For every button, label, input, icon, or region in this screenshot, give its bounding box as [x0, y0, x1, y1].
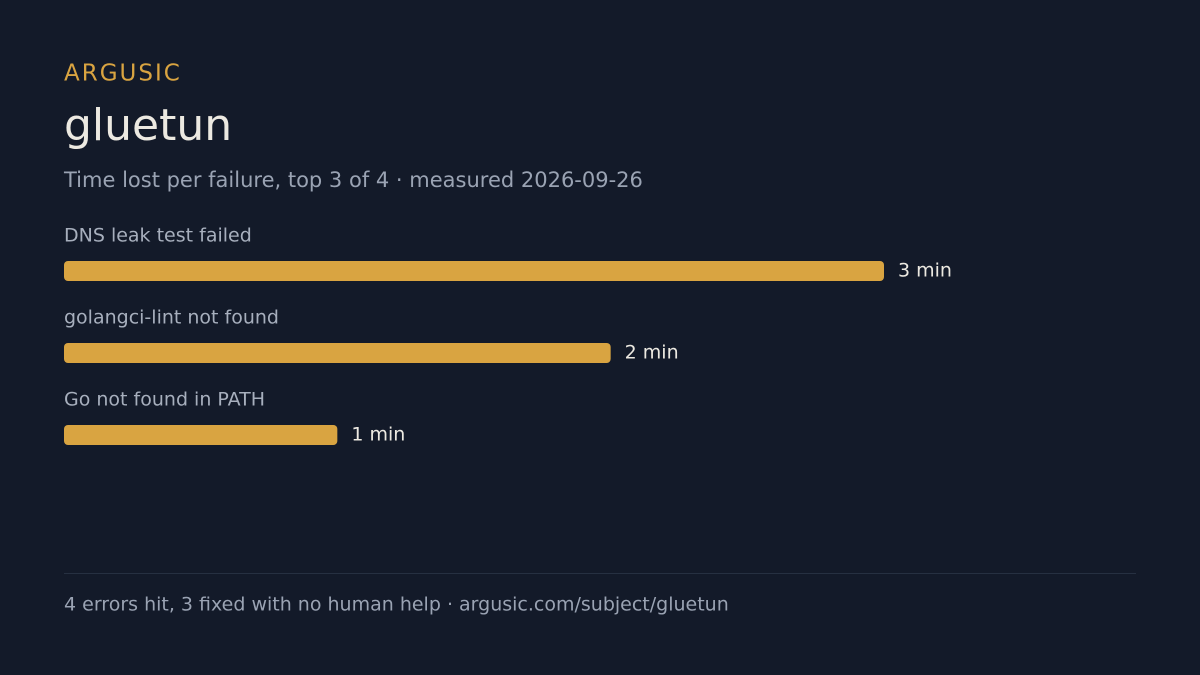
category-label: golangci-lint not found — [64, 307, 279, 329]
category-label: DNS leak test failed — [64, 225, 252, 247]
bar — [64, 425, 338, 445]
value-label: 3 min — [898, 260, 952, 282]
category-label: Go not found in PATH — [64, 389, 265, 411]
value-label: 2 min — [625, 342, 679, 364]
value-label: 1 min — [351, 424, 405, 446]
footer: 4 errors hit, 3 fixed with no human help… — [64, 594, 729, 616]
subtitle: Time lost per failure, top 3 of 4 · meas… — [63, 168, 643, 192]
bar — [64, 261, 884, 281]
chart-title: gluetun — [64, 100, 232, 151]
brand: ARGUSIC — [64, 61, 182, 87]
bar — [64, 343, 611, 363]
